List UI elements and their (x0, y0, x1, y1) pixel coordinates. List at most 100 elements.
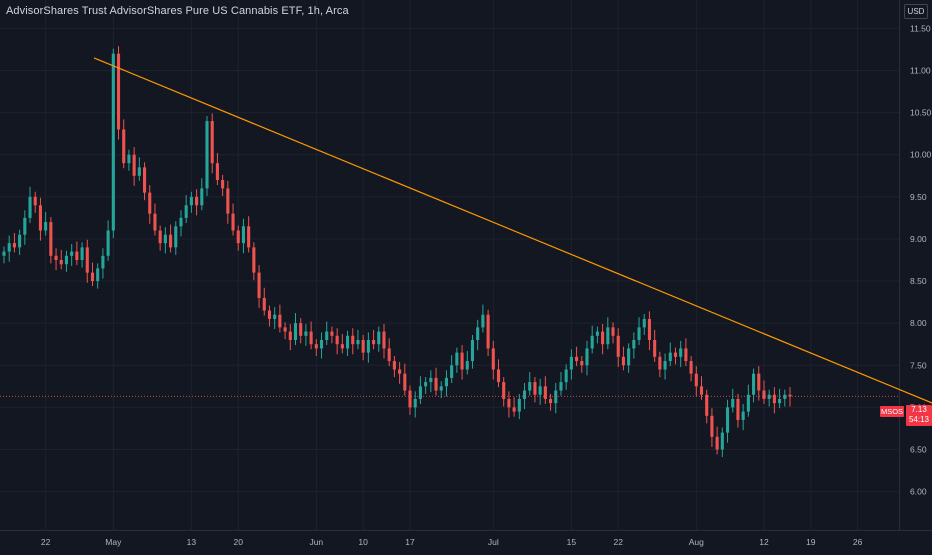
candle-body (351, 335, 355, 345)
candle-body (85, 247, 89, 273)
price-tick-label: 8.50 (910, 276, 927, 286)
candle-body (111, 53, 115, 231)
candle-body (418, 386, 422, 399)
candle-body (382, 331, 386, 349)
candle-body (148, 192, 152, 214)
candle-body (210, 121, 214, 164)
price-tick-label: 11.00 (910, 66, 931, 76)
candle-body (153, 213, 157, 231)
candle-body (699, 386, 704, 395)
candle-body (783, 394, 787, 399)
candle-body (424, 382, 428, 387)
candle-body (184, 205, 188, 218)
candle-body (325, 331, 329, 340)
candle-body (725, 407, 730, 433)
candle-body (736, 398, 740, 420)
time-tick-label: 12 (759, 537, 769, 547)
price-tick-label: 7.50 (910, 360, 927, 370)
candle-body (304, 331, 308, 336)
candle-body (273, 314, 277, 319)
candle-body (44, 222, 48, 231)
trend-line[interactable] (93, 57, 932, 437)
price-tick-label: 9.00 (910, 234, 927, 244)
price-tick-label: 6.50 (910, 444, 927, 454)
time-axis-labels: 22 May 13 20 Jun 10 17 Jul 15 22 Aug 12 19 26 (41, 537, 863, 547)
candle-body (314, 344, 318, 349)
time-tick-label: 20 (234, 537, 244, 547)
time-tick-label: 15 (567, 537, 577, 547)
drawings[interactable] (0, 57, 932, 437)
candle-body (455, 352, 459, 366)
candle-body (434, 377, 438, 391)
candle-body (96, 268, 100, 282)
candle-body (267, 310, 272, 319)
candle-body (64, 255, 69, 265)
candle-body (179, 217, 183, 227)
candle-body (746, 394, 750, 412)
candle-body (330, 331, 334, 336)
candle-body (528, 382, 532, 391)
candle-body (319, 340, 324, 349)
candle-body (132, 154, 136, 176)
candle-body (647, 318, 652, 340)
candle-body (684, 348, 688, 362)
candle-body (616, 335, 620, 357)
candle-body (398, 369, 402, 374)
candle-body (189, 196, 193, 206)
candle-body (392, 361, 396, 370)
candle-body (90, 272, 95, 282)
candle-body (106, 230, 110, 256)
candle-body (283, 327, 287, 332)
candle-body (200, 188, 204, 206)
candle-body (658, 356, 662, 370)
candle-body (632, 340, 636, 349)
time-tick-label: 26 (853, 537, 863, 547)
candle-body (33, 196, 37, 206)
candle-body (486, 314, 490, 349)
candle-body (601, 331, 605, 345)
candle-body (668, 352, 672, 362)
candle-body (137, 167, 141, 176)
candle-body (627, 348, 631, 366)
candle-body (694, 373, 698, 387)
candle-body (54, 255, 58, 260)
candle-body (533, 382, 537, 395)
candle-body (366, 340, 370, 353)
candle-body (481, 314, 485, 328)
candle-body (569, 356, 573, 370)
candle-body (559, 382, 563, 391)
candle-body (372, 340, 376, 345)
time-tick-label: 22 (613, 537, 623, 547)
candle-body (80, 247, 84, 260)
candle-body (122, 129, 126, 164)
time-tick-label: 22 (41, 537, 51, 547)
price-tick-label: 10.00 (910, 150, 932, 160)
candle-body (757, 373, 761, 391)
candle-body (241, 226, 245, 244)
candle-body (158, 230, 162, 244)
candle-body (309, 331, 313, 345)
candle-body (705, 394, 709, 416)
candle-body (653, 340, 657, 357)
candle-body (215, 163, 219, 180)
ticker-label: MSOS (880, 406, 904, 417)
candle-body (752, 373, 756, 395)
candle-body (7, 243, 11, 252)
candle-body (595, 331, 599, 336)
candle-body (575, 356, 579, 362)
candle-body (715, 436, 719, 450)
candle-body (767, 394, 771, 399)
candle-body (293, 323, 298, 340)
candle-body (163, 234, 167, 244)
candle-body (512, 407, 516, 412)
candle-body (299, 323, 303, 336)
time-tick-label: Jul (488, 537, 499, 547)
candle-body (12, 243, 16, 248)
candle-body (778, 398, 782, 404)
candle-body (252, 247, 256, 273)
candle-body (247, 226, 251, 248)
currency-selector[interactable]: USD (904, 4, 928, 19)
candle-body (75, 251, 79, 260)
